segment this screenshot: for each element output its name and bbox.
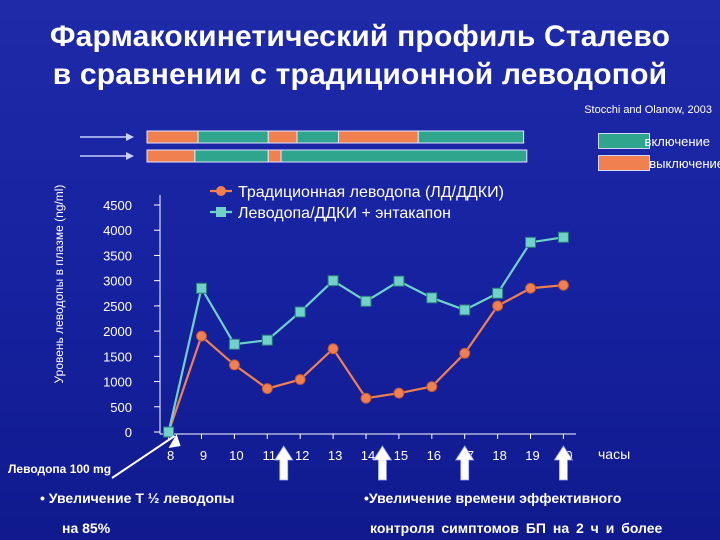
dose-arrows [111, 434, 574, 481]
x-tick-label: 12 [295, 448, 309, 463]
data-point [327, 275, 339, 287]
title-line-1: Фармакокинетический профиль Сталево [49, 20, 671, 53]
dose-label: Леводопа 100 mg [8, 462, 112, 476]
dose-arrow [454, 445, 475, 481]
y-tick-label: 0 [125, 425, 132, 440]
state-bar-segment [417, 130, 525, 144]
x-tick-label: 13 [328, 448, 342, 463]
state-bar-segment [267, 149, 282, 163]
y-tick-label: 2000 [103, 324, 132, 339]
series-group [163, 231, 569, 438]
data-point [459, 304, 471, 316]
y-tick-label: 4500 [103, 198, 132, 213]
legend-off-swatch [598, 155, 650, 171]
state-bar-pointer-head [126, 152, 134, 160]
data-point [557, 231, 569, 243]
series-line [167, 284, 564, 433]
data-point [492, 300, 504, 312]
data-point [360, 392, 372, 404]
y-tick-label: 2500 [103, 299, 132, 314]
data-point [459, 347, 471, 359]
state-bar-segment [338, 130, 419, 144]
data-point [163, 426, 175, 438]
data-point [261, 334, 273, 346]
state-bar-segment [146, 149, 196, 163]
x-tick-label: 14 [361, 448, 375, 463]
legend-marker [216, 207, 226, 217]
data-point [294, 306, 306, 318]
data-point [294, 374, 306, 386]
data-point [261, 383, 273, 395]
y-tick-label: 1000 [103, 375, 132, 390]
x-tick-label: 11 [263, 448, 277, 463]
legend-label: Леводопа/ДДКИ + энтакапон [238, 205, 451, 222]
data-point [393, 387, 405, 399]
data-point [195, 282, 207, 294]
state-bar-segment [267, 130, 298, 144]
state-bar-segment [280, 149, 528, 163]
series-legend: Традиционная леводопа (ЛД/ДДКИ) Леводопа/… [210, 184, 504, 222]
bullet-right-line2: контроля симптомов БП на 2 ч и более [370, 520, 663, 536]
dose-arrow [274, 445, 294, 481]
data-point [228, 338, 240, 350]
data-point [360, 295, 372, 307]
legend-label: Традиционная леводопа (ЛД/ДДКИ) [238, 184, 504, 201]
x-tick-label: 16 [427, 448, 441, 463]
x-tick-label: 19 [525, 448, 539, 463]
bullet-right-line1: •Увеличение времени эффективного [364, 490, 622, 506]
y-tick-label: 1500 [103, 349, 132, 364]
data-point [557, 279, 569, 291]
legend-off-label: выключение [649, 156, 720, 171]
x-axis-unit: часы [598, 446, 631, 462]
legend-on-label: включение [644, 134, 710, 149]
axes: 0 500 1000 1500 2000 2500 3000 3500 4000 4500 8 9 10… [103, 195, 576, 463]
x-tick-label: 9 [200, 448, 207, 463]
legend-on-swatch [598, 133, 650, 149]
y-tick-label: 3000 [103, 274, 132, 289]
dose-arrow [372, 445, 393, 481]
data-point [327, 343, 339, 355]
state-bars [80, 130, 528, 163]
x-tick-label: 8 [167, 448, 174, 463]
data-point [492, 287, 504, 299]
x-tick-label: 18 [492, 448, 506, 463]
legend-marker [216, 186, 226, 196]
data-point [195, 330, 207, 342]
x-tick-label: 15 [394, 448, 408, 463]
y-tick-label: 3500 [103, 248, 132, 263]
data-point [426, 381, 438, 393]
data-point [525, 282, 537, 294]
bullet-left-line1: • Увеличение T ½ леводопы [40, 490, 235, 506]
dose-arrow-shaft [111, 435, 176, 479]
source-citation: Stocchi and Olanow, 2003 [584, 104, 712, 116]
data-point [426, 292, 438, 304]
y-tick-label: 500 [110, 400, 132, 415]
x-tick-label: 10 [229, 448, 243, 463]
title-line-2: в сравнении с традиционной леводопой [52, 58, 668, 91]
slide-title: Фармакокинетический профиль Сталево в ср… [0, 18, 720, 94]
state-bar-segment [197, 130, 269, 144]
data-point [393, 275, 405, 287]
state-bar-segment [194, 149, 269, 163]
state-bar-segment [296, 130, 339, 144]
y-tick-label: 4000 [103, 223, 132, 238]
data-point [525, 236, 537, 248]
bullet-left-line2: на 85% [62, 520, 111, 536]
state-bar-pointer-head [126, 133, 134, 141]
state-bar-segment [146, 130, 199, 144]
dose-arrow-head [168, 434, 181, 448]
data-point [228, 359, 240, 371]
dose-arrow [553, 445, 574, 481]
